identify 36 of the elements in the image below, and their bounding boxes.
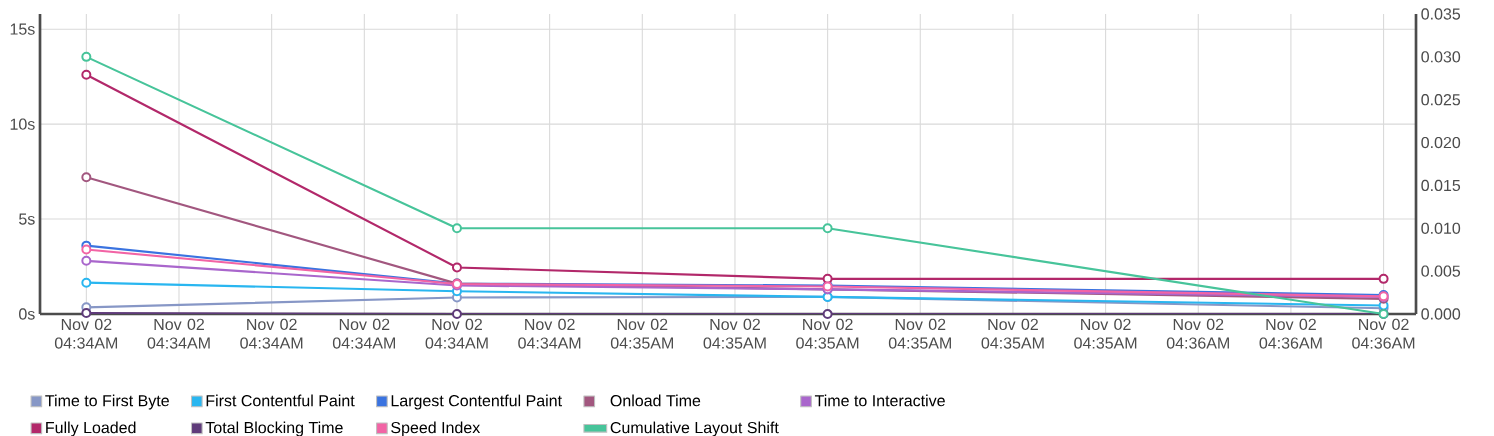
y2-tick-label: 0.035: [1421, 8, 1461, 20]
x-tick-label: Nov 02 04:34AM: [518, 318, 581, 349]
x-tick-label: Nov 02 04:35AM: [1074, 318, 1137, 349]
legend-label: Total Blocking Time: [205, 421, 343, 436]
y2-tick-label: 0.020: [1421, 136, 1461, 149]
x-tick-label: Nov 02 04:34AM: [54, 318, 118, 349]
y2-tick-label: 0.030: [1421, 51, 1461, 63]
y2-tick-label: 0.025: [1421, 94, 1461, 106]
legend-label: Onload Time: [610, 394, 701, 407]
x-tick-label: Nov 02 04:36AM: [1352, 318, 1415, 349]
x-tick-label: Nov 02 04:35AM: [796, 318, 859, 349]
legend-label: Cumulative Layout Shift: [610, 421, 779, 436]
legend-label: Time to Interactive: [814, 394, 945, 407]
legend-label: Time to First Byte: [45, 394, 169, 410]
y-tick-label: 10s: [10, 118, 35, 130]
x-tick-label: Nov 02 04:34AM: [147, 318, 210, 349]
legend-label: Fully Loaded: [46, 421, 136, 436]
y2-tick-label: 0.000: [1421, 308, 1461, 320]
legend-label: Speed Index: [391, 421, 481, 436]
x-tick-label: Nov 02 04:34AM: [240, 318, 303, 349]
y-tick-label: 5s: [19, 213, 35, 225]
x-tick-label: Nov 02 04:36AM: [1259, 318, 1322, 349]
x-tick-label: Nov 02 04:35AM: [888, 318, 951, 349]
legend-label: Largest Contentful Paint: [391, 394, 562, 410]
y2-tick-label: 0.015: [1421, 179, 1461, 192]
x-tick-label: Nov 02 04:35AM: [703, 318, 766, 349]
x-tick-label: Nov 02 04:36AM: [1166, 318, 1229, 349]
x-tick-label: Nov 02 04:35AM: [610, 318, 673, 349]
x-tick-label: Nov 02 04:34AM: [425, 318, 488, 349]
y-tick-label: 15s: [10, 23, 35, 35]
y-tick-label: 0s: [19, 308, 35, 320]
y2-tick-label: 0.005: [1421, 265, 1461, 277]
x-tick-label: Nov 02 04:35AM: [981, 318, 1044, 349]
legend-label: First Contentful Paint: [206, 394, 355, 407]
y2-tick-label: 0.010: [1421, 222, 1461, 234]
x-tick-label: Nov 02 04:34AM: [332, 318, 395, 349]
